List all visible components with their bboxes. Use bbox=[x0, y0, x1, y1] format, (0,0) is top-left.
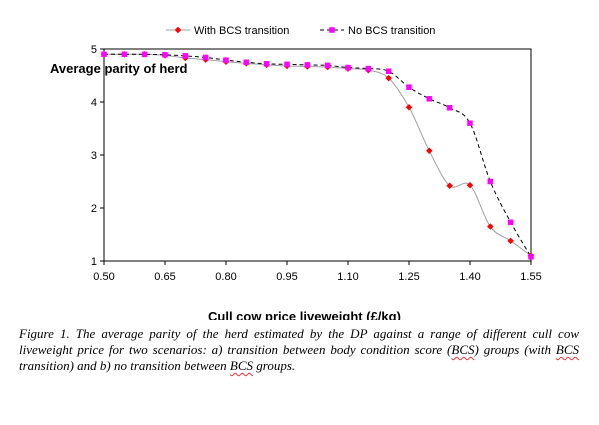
x-tick-label: 0.80 bbox=[215, 271, 236, 283]
line-chart: With BCS transition No BCS transition 1 2 3… bbox=[50, 25, 542, 320]
data-point bbox=[467, 120, 473, 126]
data-point bbox=[284, 61, 290, 68]
axes: 1 2 3 4 5 0.50 0.65 0.80 0.95 1.10 1.25 1.40 1.55 bbox=[91, 44, 542, 283]
y-tick-label: 5 bbox=[91, 44, 97, 56]
data-point bbox=[121, 51, 128, 58]
y-tick-label: 1 bbox=[91, 256, 97, 268]
data-point bbox=[528, 254, 534, 260]
y-axis-label: Average parity of herd bbox=[50, 61, 188, 76]
data-point bbox=[263, 61, 270, 67]
x-tick-label: 0.50 bbox=[93, 271, 114, 283]
x-tick-label: 1.10 bbox=[337, 271, 358, 283]
data-point bbox=[182, 53, 189, 59]
legend: With BCS transition No BCS transition bbox=[166, 25, 435, 37]
data-point bbox=[223, 57, 229, 63]
data-point bbox=[162, 52, 168, 58]
x-tick-label: 1.40 bbox=[459, 271, 480, 283]
data-point bbox=[405, 103, 413, 111]
data-point bbox=[345, 64, 351, 71]
data-point bbox=[243, 59, 250, 65]
data-point bbox=[304, 62, 311, 68]
data-point bbox=[487, 178, 494, 185]
data-point bbox=[141, 51, 148, 58]
x-tick-label: 1.25 bbox=[398, 271, 419, 283]
data-point bbox=[466, 181, 474, 189]
data-point bbox=[385, 68, 392, 75]
y-tick-label: 4 bbox=[91, 97, 97, 109]
x-tick-label: 1.55 bbox=[520, 271, 541, 283]
x-axis-label: Cull cow price liveweight (£/kg) bbox=[208, 309, 401, 320]
legend-marker bbox=[329, 27, 335, 33]
data-point bbox=[385, 74, 393, 82]
x-tick-label: 0.95 bbox=[276, 271, 297, 283]
figure-caption: Figure 1. The average parity of the herd… bbox=[19, 326, 579, 373]
series-line-no-bcs-transition bbox=[103, 53, 532, 258]
data-point bbox=[425, 147, 433, 155]
series-line-with-bcs-transition bbox=[103, 53, 532, 257]
data-point bbox=[406, 84, 412, 90]
data-point bbox=[324, 62, 331, 69]
y-tick-label: 2 bbox=[91, 203, 97, 215]
data-point bbox=[426, 96, 433, 102]
legend-item-with-bcs-transition: With BCS transition bbox=[166, 25, 289, 37]
legend-label: With BCS transition bbox=[194, 25, 289, 37]
data-point bbox=[446, 105, 453, 111]
data-point bbox=[101, 51, 107, 58]
series-no-bcs-transition bbox=[101, 51, 534, 260]
series-layer bbox=[100, 50, 535, 260]
series-with-bcs-transition bbox=[100, 50, 535, 260]
legend-label: No BCS transition bbox=[348, 25, 435, 37]
data-point bbox=[365, 65, 372, 72]
legend-item-no-bcs-transition: No BCS transition bbox=[320, 25, 435, 37]
data-point bbox=[202, 54, 209, 61]
plot-area bbox=[103, 48, 532, 262]
x-tick-label: 0.65 bbox=[154, 271, 175, 283]
data-point bbox=[446, 182, 454, 190]
legend-marker bbox=[174, 26, 182, 34]
y-tick-label: 3 bbox=[91, 150, 97, 162]
data-point bbox=[486, 223, 494, 230]
data-point bbox=[507, 219, 514, 226]
data-point bbox=[507, 237, 515, 245]
